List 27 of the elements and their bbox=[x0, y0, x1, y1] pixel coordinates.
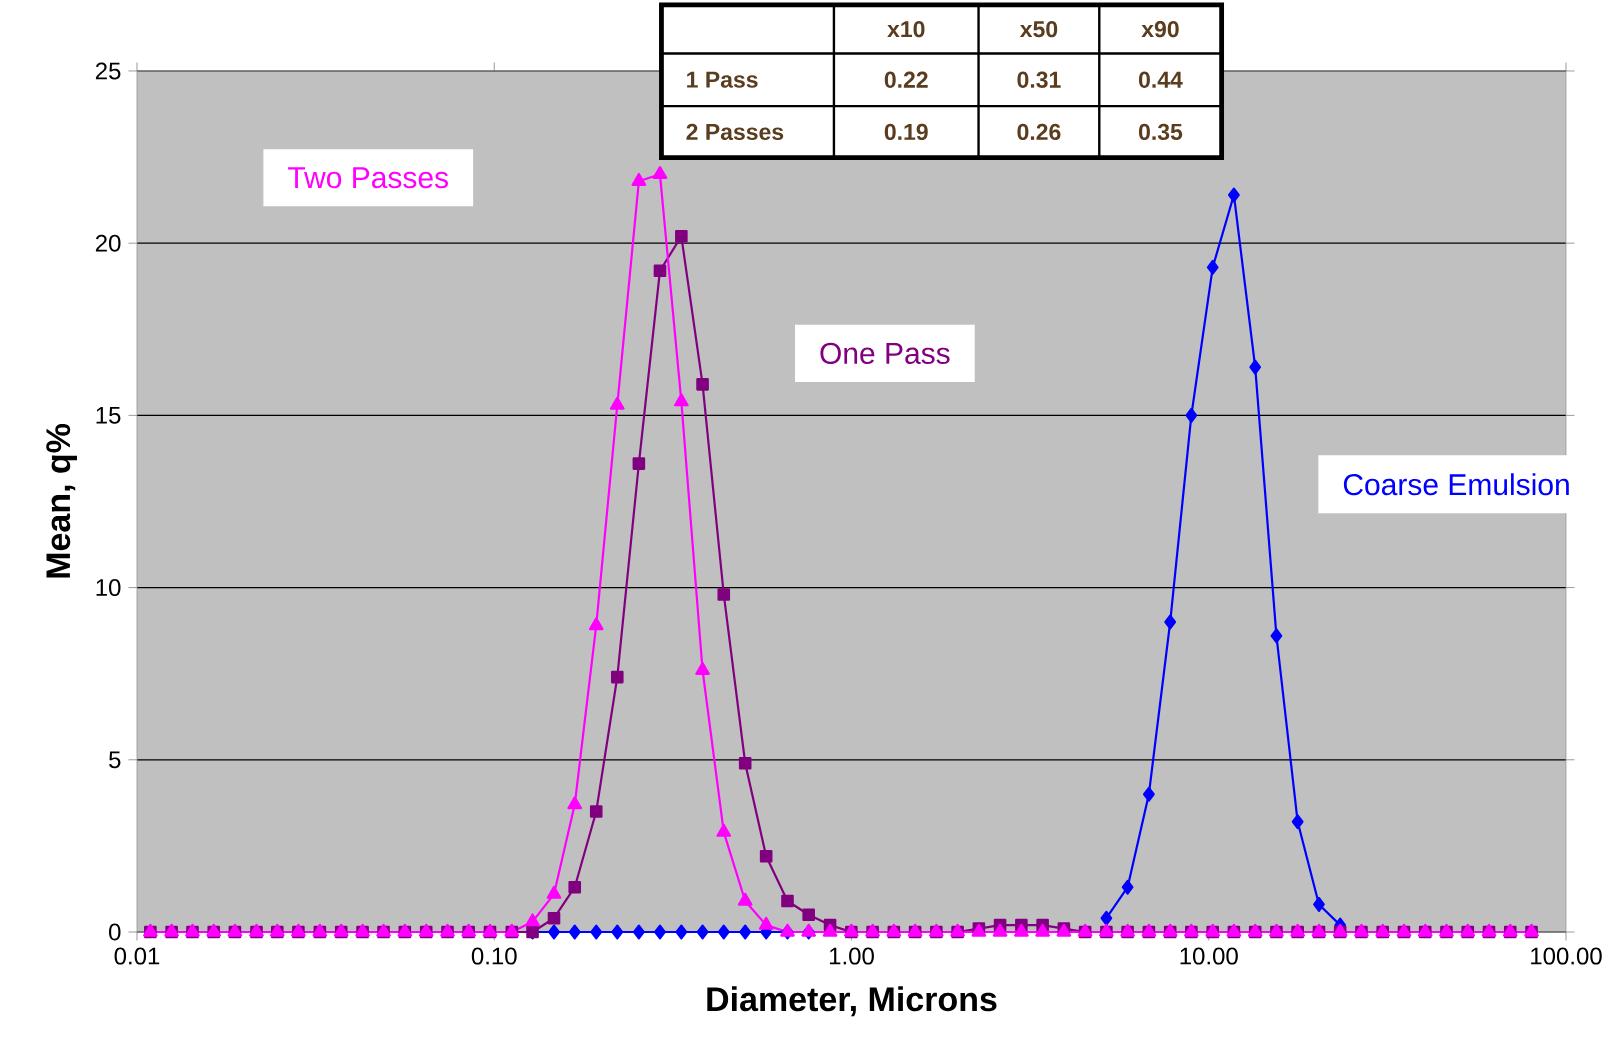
y-tick-label: 5 bbox=[109, 751, 121, 769]
x-tick-label: 10.00 bbox=[1180, 947, 1238, 965]
x-tick-label: 100.00 bbox=[1531, 947, 1602, 965]
y-tick-label: 10 bbox=[96, 579, 121, 597]
text: One Pass bbox=[820, 342, 950, 364]
text: x50 bbox=[1019, 21, 1058, 38]
y-tick-label: 15 bbox=[96, 407, 121, 424]
annotation: 0.19 bbox=[884, 123, 928, 141]
y-tick-label: 25 bbox=[95, 62, 121, 80]
y-tick-label: 20 bbox=[95, 234, 121, 252]
text: x10 bbox=[887, 21, 925, 38]
y-axis-title: Mean, q% bbox=[46, 424, 77, 578]
annotation: 0.31 bbox=[1017, 71, 1061, 88]
y-tick-label: 0 bbox=[109, 923, 121, 941]
annotation: 2 Passes bbox=[686, 123, 784, 141]
x-axis-title: Diameter, Microns bbox=[707, 986, 997, 1017]
text: Two Passes bbox=[288, 167, 448, 189]
text: Coarse Emulsion bbox=[1343, 473, 1569, 496]
annotation: 1 Pass bbox=[687, 71, 758, 88]
annotation: 0.35 bbox=[1138, 123, 1183, 141]
text: x90 bbox=[1141, 21, 1179, 38]
annotation: 0.22 bbox=[884, 71, 928, 88]
x-tick-label: 1.00 bbox=[829, 947, 874, 965]
annotation: 0.26 bbox=[1017, 123, 1061, 141]
x-tick-label: 0.10 bbox=[471, 947, 517, 965]
x-tick-label: 0.01 bbox=[114, 947, 160, 965]
annotation: 0.44 bbox=[1138, 71, 1183, 88]
